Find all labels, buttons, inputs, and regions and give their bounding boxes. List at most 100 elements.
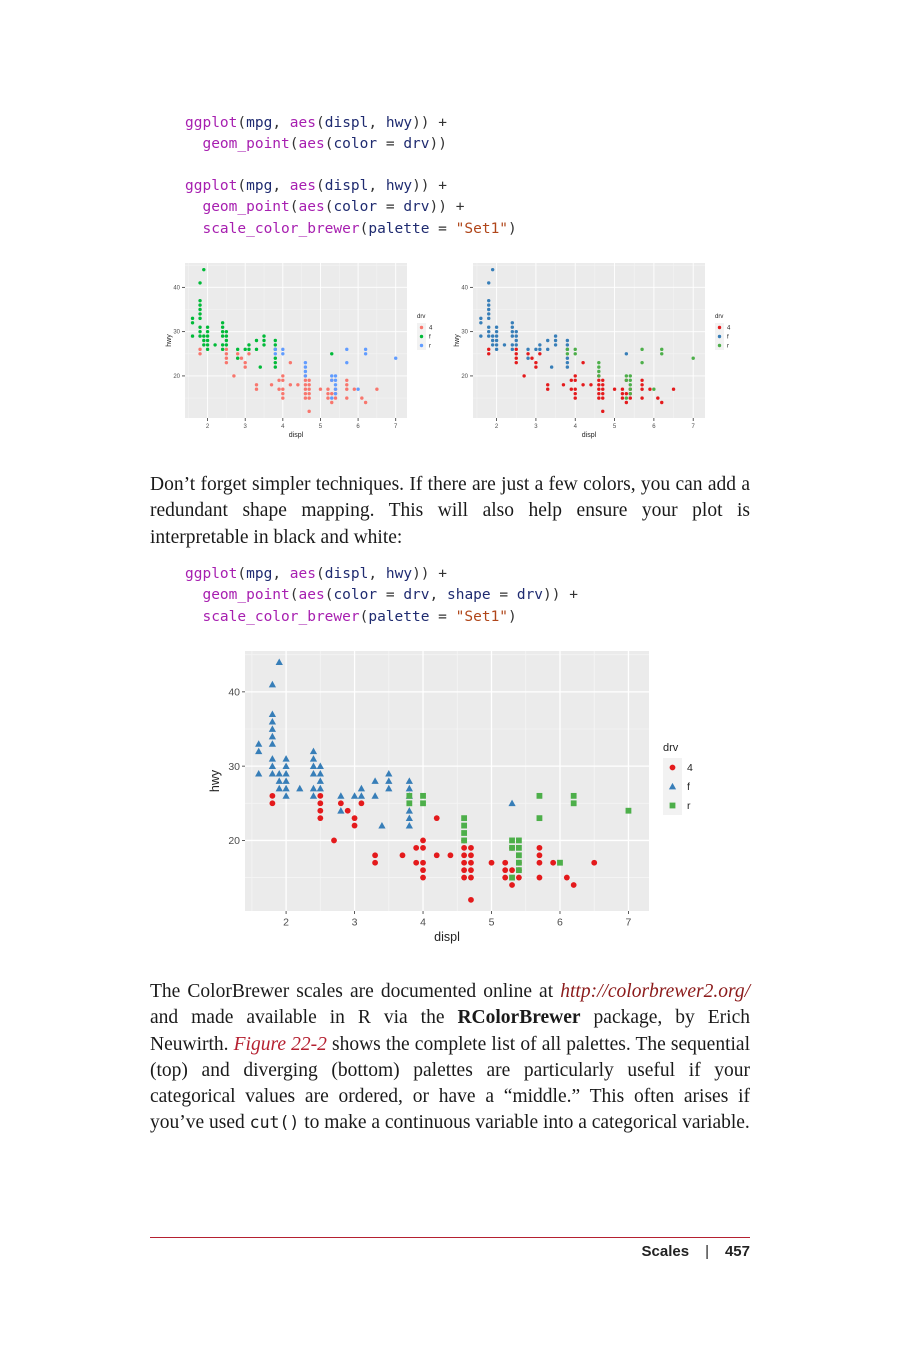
data-point [640,383,644,387]
data-point [597,383,601,387]
data-point [281,378,285,383]
data-point [281,396,285,400]
data-point [224,347,229,352]
data-point [569,387,574,391]
data-point [514,334,518,338]
data-point [202,334,206,338]
data-point [487,325,491,329]
data-point [268,755,277,762]
data-point [282,762,290,770]
data-points [255,658,632,903]
page-footer: Scales | 457 [642,1243,750,1260]
data-point [333,391,338,396]
colorbrewer-link[interactable]: http://colorbrewer2.org/ [560,981,750,1002]
data-point [420,867,426,874]
data-point [597,391,601,396]
data-point [317,815,324,822]
data-point [220,347,225,352]
data-point [526,352,530,356]
data-point [628,391,632,396]
data-point [198,352,202,356]
data-point [247,352,251,356]
data-point [490,267,495,272]
data-point [487,281,491,285]
data-point [509,874,515,881]
plot-panel [245,651,649,911]
data-point [691,356,695,360]
data-point [333,378,338,383]
data-point [273,347,278,352]
data-point [538,347,542,352]
data-point [273,343,278,347]
data-point [597,396,601,400]
data-point [345,378,349,383]
data-point [510,334,515,338]
data-point [220,343,225,347]
data-point [255,769,263,777]
data-point [468,867,474,874]
data-point [345,396,349,400]
data-point [205,329,210,334]
data-point [573,391,577,396]
data-point [317,800,324,807]
data-point [565,352,570,356]
data-point [420,837,426,844]
data-point [509,882,515,888]
data-point [307,409,311,414]
data-point [601,383,605,387]
data-point [487,334,491,338]
data-point [198,303,202,307]
data-point [337,807,345,814]
data-point [487,307,491,312]
data-point [553,338,558,343]
x-tick-label: 6 [652,424,656,430]
data-point [536,859,543,866]
data-point [269,792,276,799]
data-point [405,807,413,814]
x-axis-label: displ [289,432,304,439]
data-point [224,343,229,347]
data-point [447,852,454,859]
data-point [224,360,229,365]
data-point [275,784,283,792]
data-point [420,859,426,866]
legend-label: f [727,335,729,341]
data-point [433,852,440,859]
y-tick-label: 40 [173,285,180,291]
data-point [479,321,483,325]
data-point [487,316,491,321]
y-tick-label: 20 [173,374,180,380]
data-point [405,821,413,829]
data-point [514,329,518,334]
data-point [309,762,318,770]
data-point [268,717,277,725]
data-point [309,747,318,755]
data-point [652,387,656,391]
legend-marker [419,334,424,339]
x-tick-label: 5 [489,917,495,929]
data-point [268,762,277,770]
data-point [326,396,330,400]
data-point [254,387,259,391]
x-tick-label: 5 [319,424,323,430]
data-point [326,387,330,391]
page-number: 457 [724,1243,750,1260]
text: package, by Erich Neuwirth. [150,1007,750,1055]
data-point [461,837,468,844]
data-point [494,347,499,352]
code-block-2: ggplot(mpg, aes(displ, hwy)) + geom_poin… [185,176,517,240]
paragraph-shape-mapping: Don’t forget simpler techniques. If ther… [150,474,750,548]
data-point [553,334,558,338]
data-point [468,859,474,866]
figure-reference-link[interactable]: Figure 22-2 [233,1033,327,1055]
data-point [510,325,515,329]
data-point [515,874,522,881]
data-point [597,374,601,378]
data-points [479,267,695,414]
x-tick-label: 4 [281,424,285,430]
data-point [277,378,281,383]
data-point [372,852,379,859]
x-axis-label: displ [434,930,460,944]
code-line: scale_color_brewer(palette = "Set1") [202,220,517,237]
text: and made available in R via the [150,1007,458,1029]
